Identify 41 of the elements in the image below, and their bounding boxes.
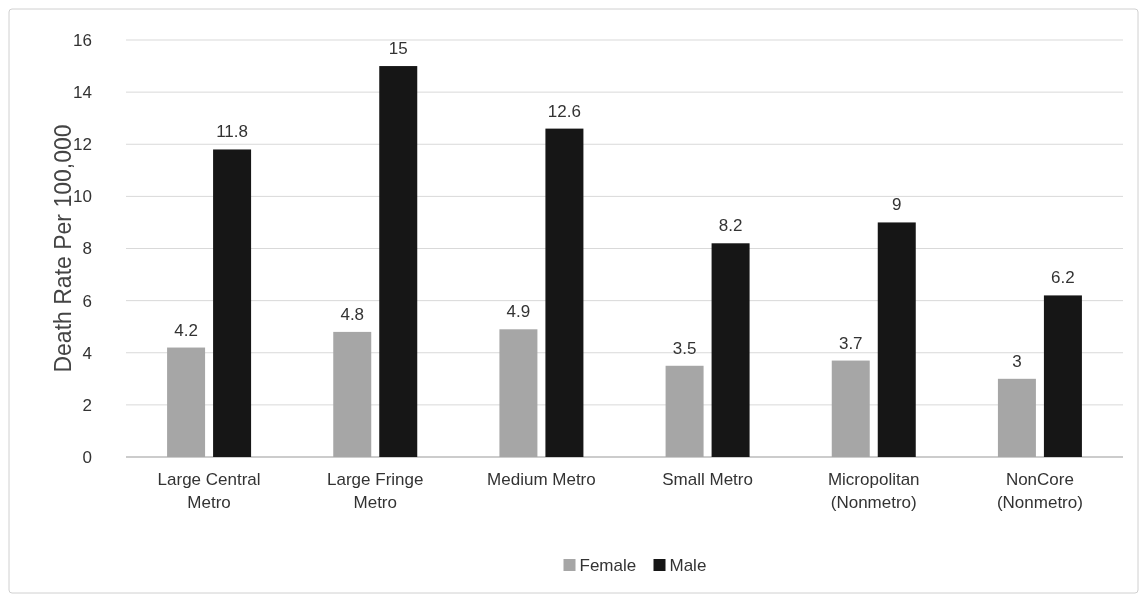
y-tick-label: 6 [82,291,92,311]
x-tick-label: Large Central Metro [157,470,261,512]
y-tick-label: 14 [73,83,92,103]
x-tick-label: Micropolitan (Nonmetro) [827,470,920,512]
data-label: 9 [892,195,902,215]
y-tick-label: 2 [82,395,92,415]
x-tick-label: Small Metro [662,470,753,489]
y-tick-label: 12 [73,135,92,155]
bar [545,128,584,457]
data-label: 15 [388,39,408,59]
data-label: 6.2 [1051,268,1075,288]
bar [711,243,750,457]
bar [1043,295,1082,457]
bar [877,222,916,457]
x-tick-label: NonCore (Nonmetro) [996,470,1083,512]
x-tick-label: Large Fringe Metro [327,470,424,512]
data-label: 12.6 [547,101,581,121]
data-label: 4.8 [340,304,365,324]
data-label: 3.5 [672,338,697,358]
data-label: 3 [1012,351,1022,371]
y-tick-label: 4 [82,343,92,363]
data-label: 11.8 [216,122,248,142]
data-label: 4.2 [174,320,198,340]
data-label: 3.7 [838,333,863,353]
bar [379,66,418,457]
bar [665,365,704,457]
legend-label: Female [579,555,637,575]
data-label: 8.2 [718,216,743,236]
bar [831,360,870,457]
legend-label: Male [669,555,707,575]
x-tick-label: Medium Metro [487,470,596,489]
y-tick-label: 0 [82,447,92,467]
bar [213,149,252,457]
y-tick-label: 10 [73,187,92,207]
y-tick-label: 16 [73,30,92,50]
bar [499,329,538,457]
data-label: 4.9 [506,302,531,322]
bar [997,378,1036,457]
y-tick-label: 8 [82,239,92,259]
bar [167,347,206,457]
bar [333,331,372,457]
